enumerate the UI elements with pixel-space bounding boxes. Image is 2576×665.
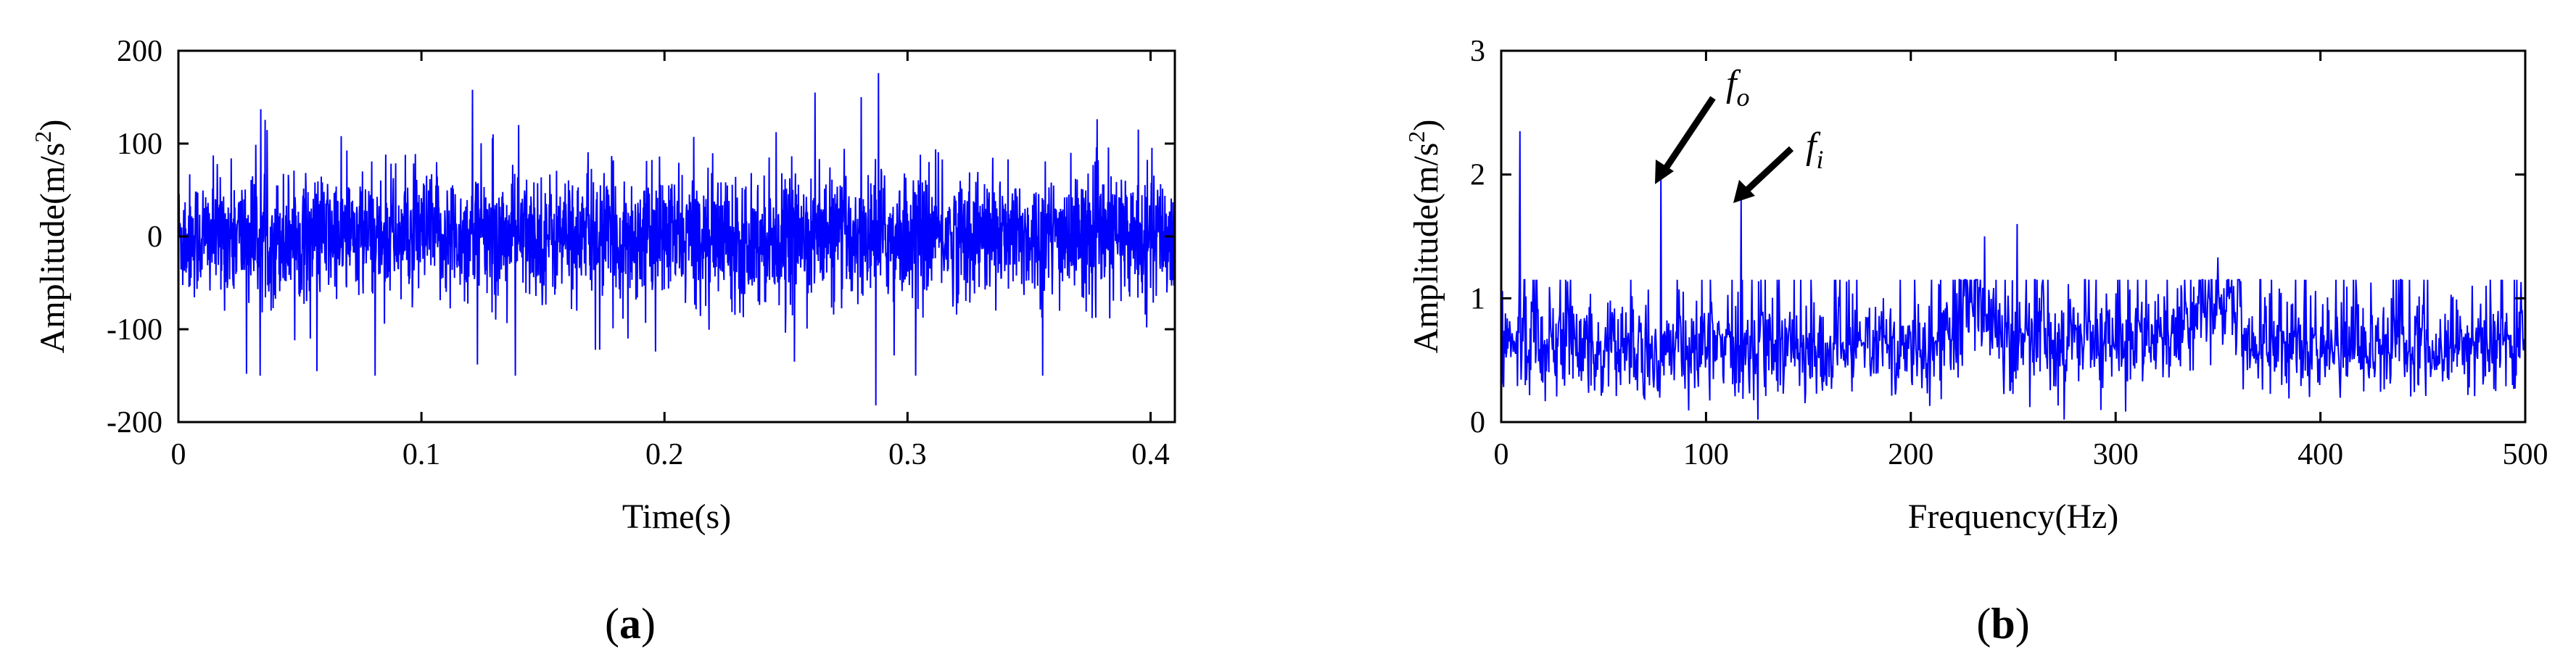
y-tick-label: 100 xyxy=(117,128,162,161)
x-axis-label-b: Frequency(Hz) xyxy=(1908,497,2119,536)
x-tick-label: 0.3 xyxy=(888,438,927,471)
x-ticks-b: 0 100 200 300 400 500 xyxy=(1494,51,2548,471)
x-tick-label: 200 xyxy=(1888,438,1933,471)
y-axis-label-b: Amplitude(m/s2) xyxy=(1403,120,1445,354)
chart-panel-a: 0 0.1 0.2 0.3 0.4 -200 -100 0 100 200 Time(s) Am… xyxy=(30,35,1176,648)
signal-line xyxy=(178,73,1176,406)
y-tick-label: 1 xyxy=(1470,282,1485,315)
panel-label-b: (b) xyxy=(1976,600,2029,648)
x-tick-label: 400 xyxy=(2298,438,2343,471)
y-tick-label: 200 xyxy=(117,35,162,68)
x-ticks-a: 0 0.1 0.2 0.3 0.4 xyxy=(171,51,1170,471)
annotation-fo: fo xyxy=(1655,63,1749,184)
x-axis-label-a: Time(s) xyxy=(622,497,731,536)
y-tick-label: -200 xyxy=(107,406,162,439)
y-tick-label: 2 xyxy=(1470,159,1485,192)
x-tick-label: 100 xyxy=(1683,438,1729,471)
annotation-arrow-fo xyxy=(1661,96,1716,173)
x-tick-label: 0.1 xyxy=(402,438,441,471)
arrowhead-fo xyxy=(1655,160,1674,184)
annotation-label-fo: fo xyxy=(1726,63,1749,112)
chart-panel-b: 0 100 200 300 400 500 0 1 2 3 Frequency(Hz) Ampl… xyxy=(1403,35,2548,648)
time-signal-series xyxy=(178,73,1176,406)
y-tick-label: 0 xyxy=(147,220,162,254)
y-ticks-b: 0 1 2 3 xyxy=(1470,35,2525,439)
spectrum-line xyxy=(1500,131,2526,420)
x-tick-label: 0 xyxy=(171,438,186,471)
annotation-fi: fi xyxy=(1733,125,1823,203)
annotation-arrow-fi xyxy=(1743,146,1794,194)
y-tick-label: -100 xyxy=(107,313,162,347)
y-tick-label: 3 xyxy=(1470,35,1485,68)
plot-frame-b xyxy=(1500,49,2527,424)
x-tick-label: 500 xyxy=(2503,438,2548,471)
x-tick-label: 0.4 xyxy=(1131,438,1170,471)
x-tick-label: 0 xyxy=(1494,438,1509,471)
panel-label-a: (a) xyxy=(605,600,656,648)
annotation-label-fi: fi xyxy=(1806,125,1823,174)
spectrum-series xyxy=(1500,131,2526,420)
arrowhead-fi xyxy=(1733,180,1755,203)
x-tick-label: 300 xyxy=(2093,438,2139,471)
y-tick-label: 0 xyxy=(1470,406,1485,439)
x-tick-label: 0.2 xyxy=(645,438,684,471)
y-ticks-a: -200 -100 0 100 200 xyxy=(107,35,1175,439)
y-axis-label-a: Amplitude(m/s2) xyxy=(30,120,72,354)
